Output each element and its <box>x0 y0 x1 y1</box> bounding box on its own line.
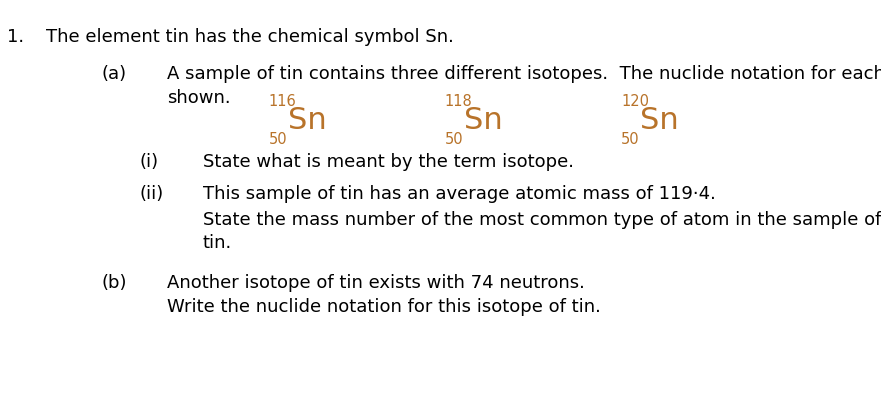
Text: shown.: shown. <box>167 90 231 107</box>
Text: (b): (b) <box>101 274 127 292</box>
Text: 1.: 1. <box>7 28 24 46</box>
Text: This sample of tin has an average atomic mass of 119·4.: This sample of tin has an average atomic… <box>203 185 715 203</box>
Text: Another isotope of tin exists with 74 neutrons.: Another isotope of tin exists with 74 ne… <box>167 274 585 292</box>
Text: 50: 50 <box>445 132 463 147</box>
Text: The element tin has the chemical symbol Sn.: The element tin has the chemical symbol … <box>46 28 454 46</box>
Text: 50: 50 <box>269 132 287 147</box>
Text: (i): (i) <box>139 152 159 170</box>
Text: tin.: tin. <box>203 234 232 252</box>
Text: State what is meant by the term isotope.: State what is meant by the term isotope. <box>203 152 574 170</box>
Text: (ii): (ii) <box>139 185 164 203</box>
Text: A sample of tin contains three different isotopes.  The nuclide notation for eac: A sample of tin contains three different… <box>167 65 881 83</box>
Text: Sn: Sn <box>288 107 327 135</box>
Text: 116: 116 <box>269 94 296 109</box>
Text: Write the nuclide notation for this isotope of tin.: Write the nuclide notation for this isot… <box>167 298 601 316</box>
Text: 118: 118 <box>445 94 472 109</box>
Text: Sn: Sn <box>464 107 503 135</box>
Text: Sn: Sn <box>640 107 679 135</box>
Text: 50: 50 <box>621 132 640 147</box>
Text: State the mass number of the most common type of atom in the sample of: State the mass number of the most common… <box>203 211 881 229</box>
Text: (a): (a) <box>101 65 127 83</box>
Text: 120: 120 <box>621 94 649 109</box>
